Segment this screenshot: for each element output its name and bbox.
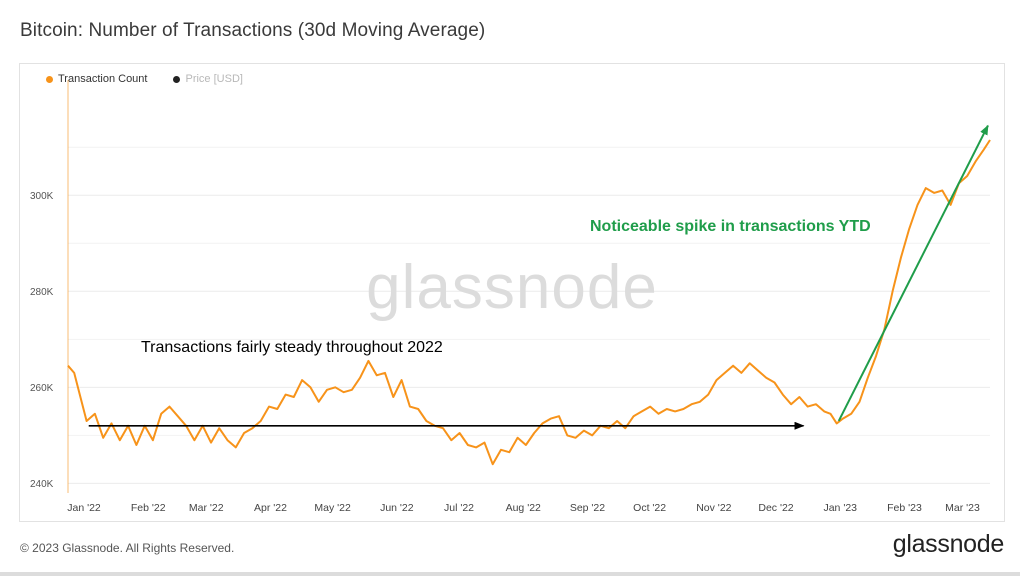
glassnode-logo: glassnode — [892, 530, 1005, 558]
chart-panel — [19, 63, 1005, 522]
legend-label: Transaction Count — [58, 73, 148, 85]
series-line-transaction-count — [67, 139, 991, 466]
watermark-text: glassnode — [366, 253, 658, 322]
x-tick-label: Mar '22 — [189, 502, 224, 514]
chart-title: Bitcoin: Number of Transactions (30d Mov… — [20, 20, 486, 41]
legend-dot-icon — [173, 75, 181, 83]
y-tick-label: 240K — [30, 479, 54, 490]
bottom-divider — [0, 572, 1020, 576]
x-tick-label: Nov '22 — [696, 502, 731, 514]
x-tick-label: Jun '22 — [380, 502, 414, 514]
annotation-spike-text: Noticeable spike in transactions YTD — [590, 218, 871, 235]
annotation-arrow-spike — [837, 124, 989, 422]
legend-item-transaction-count[interactable]: Transaction Count — [46, 73, 147, 85]
x-tick-label: Feb '22 — [131, 502, 166, 514]
x-tick-label: Jul '22 — [444, 502, 474, 514]
x-tick-label: Feb '23 — [887, 502, 922, 514]
y-tick-label: 300K — [30, 191, 54, 202]
x-tick-label: Aug '22 — [506, 502, 541, 514]
copyright-text: © 2023 Glassnode. All Rights Reserved. — [20, 541, 235, 555]
y-axis: 240K 260K 280K 300K — [30, 191, 54, 490]
x-tick-label: Jan '23 — [823, 502, 857, 514]
x-tick-label: Apr '22 — [254, 502, 287, 514]
x-tick-label: Dec '22 — [758, 502, 793, 514]
x-axis: Jan '22 Feb '22 Mar '22 Apr '22 May '22 Jun '… — [67, 502, 980, 514]
annotation-steady-text: Transactions fairly steady throughout 20… — [141, 339, 443, 356]
y-tick-label: 280K — [30, 287, 54, 298]
legend-item-price[interactable]: Price [USD] — [173, 73, 243, 85]
x-tick-label: Mar '23 — [945, 502, 980, 514]
legend-dot-icon — [46, 75, 53, 83]
y-tick-label: 260K — [30, 383, 54, 394]
legend: Transaction Count Price [USD] — [46, 73, 269, 85]
x-tick-label: Oct '22 — [633, 502, 666, 514]
x-tick-label: Sep '22 — [570, 502, 605, 514]
x-tick-label: Jan '22 — [67, 502, 101, 514]
grid-layer — [68, 146, 990, 484]
legend-label: Price [USD] — [185, 73, 243, 85]
x-tick-label: May '22 — [314, 502, 351, 514]
